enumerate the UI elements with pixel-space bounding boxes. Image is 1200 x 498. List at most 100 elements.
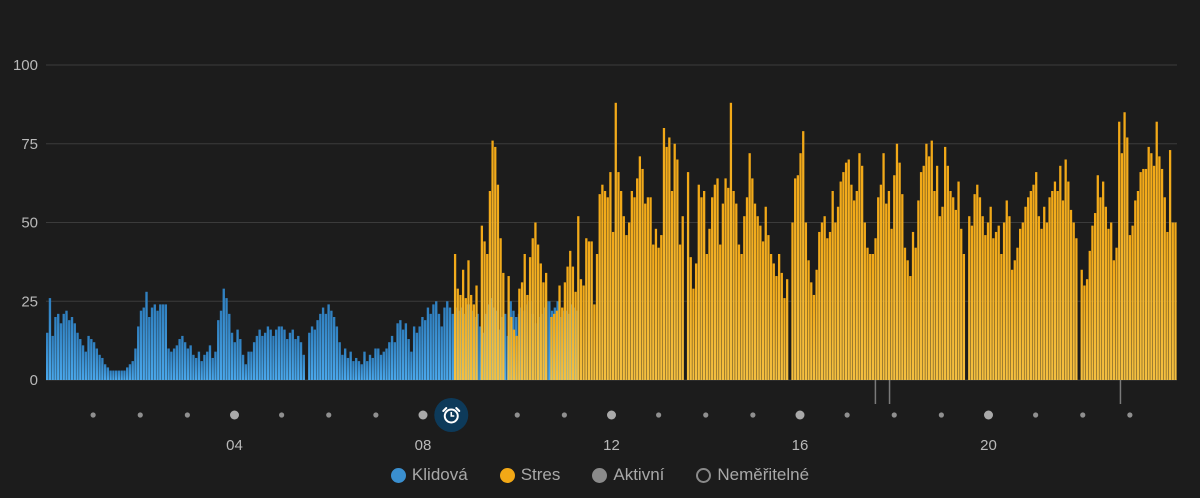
bar-stress-86 xyxy=(681,216,684,380)
bar-rest-157 xyxy=(479,326,482,380)
bar-rest-114 xyxy=(360,364,363,380)
bar-stress-239 xyxy=(1091,225,1094,380)
bar-stress-206 xyxy=(1002,222,1006,380)
bar-rest-13 xyxy=(81,345,85,380)
bar-stress-183 xyxy=(941,206,944,380)
x-tick-label-08: 08 xyxy=(415,437,432,454)
bar-stress-6 xyxy=(467,260,470,380)
stress-swatch-icon xyxy=(499,467,515,483)
bar-stress-268 xyxy=(1168,150,1172,380)
bar-stress-136 xyxy=(815,269,818,380)
bar-rest-75 xyxy=(252,342,256,380)
bar-rest-121 xyxy=(379,354,383,380)
bar-stress-104 xyxy=(729,102,733,381)
bar-stress-53 xyxy=(593,304,596,380)
bar-rest-125 xyxy=(390,335,394,380)
bar-stress-133 xyxy=(807,260,810,380)
bar-stress-79 xyxy=(662,128,666,380)
bar-stress-202 xyxy=(992,238,995,380)
bar-stress-19 xyxy=(502,272,505,380)
bar-stress-98 xyxy=(713,184,716,380)
bar-rest-11 xyxy=(76,332,79,380)
bar-stress-172 xyxy=(911,231,915,380)
bar-rest-36 xyxy=(145,291,148,380)
bar-stress-21 xyxy=(507,276,510,380)
bar-stress-75 xyxy=(652,244,655,380)
bar-stress-76 xyxy=(654,228,658,380)
bar-stress-123 xyxy=(780,272,783,380)
bar-stress-213 xyxy=(1021,222,1024,380)
bar-rest-133 xyxy=(412,326,416,380)
activity-dot-5 xyxy=(279,412,285,418)
bar-stress-176 xyxy=(922,165,925,380)
bar-stress-182 xyxy=(938,216,941,380)
bar-stress-74 xyxy=(649,197,652,380)
bar-rest-15 xyxy=(87,335,90,380)
bar-stress-138 xyxy=(820,222,824,380)
bar-stress-264 xyxy=(1158,156,1161,380)
bar-stress-38 xyxy=(553,313,556,380)
bar-rest-192 xyxy=(575,310,579,380)
bar-rest-32 xyxy=(134,348,137,380)
bar-rest-135 xyxy=(418,326,421,380)
bar-rest-43 xyxy=(164,304,167,380)
bar-stress-43 xyxy=(566,266,569,380)
bar-rest-8 xyxy=(68,320,71,380)
legend-item-unmeasurable[interactable]: Neměřitelné xyxy=(696,465,809,485)
bar-rest-74 xyxy=(250,351,253,380)
bar-stress-117 xyxy=(764,206,767,380)
bar-stress-56 xyxy=(601,184,604,380)
bar-stress-188 xyxy=(954,209,958,380)
bar-stress-67 xyxy=(630,191,633,380)
bar-rest-39 xyxy=(153,304,156,380)
legend-item-rest[interactable]: Klidová xyxy=(390,465,468,485)
bar-stress-58 xyxy=(606,197,609,380)
bar-rest-116 xyxy=(366,361,369,380)
activity-dot-19 xyxy=(938,412,944,418)
bar-stress-200 xyxy=(986,222,990,380)
activity-dot-3 xyxy=(184,412,190,418)
bar-rest-79 xyxy=(263,332,267,380)
bar-stress-203 xyxy=(994,231,998,380)
bar-stress-72 xyxy=(644,203,647,380)
legend-item-active[interactable]: Aktivní xyxy=(592,465,664,485)
bar-rest-98 xyxy=(316,320,319,380)
bar-stress-258 xyxy=(1142,168,1145,380)
bar-rest-5 xyxy=(59,323,63,380)
bar-rest-31 xyxy=(131,361,134,380)
bar-stress-22 xyxy=(510,317,513,380)
bar-stress-170 xyxy=(906,260,909,380)
bar-rest-145 xyxy=(446,301,449,380)
unmeasurable-swatch-icon xyxy=(696,467,712,483)
activity-dot-23 xyxy=(1127,412,1133,418)
bar-stress-179 xyxy=(930,140,933,380)
bar-stress-49 xyxy=(582,285,585,380)
bar-stress-225 xyxy=(1053,181,1057,380)
bar-stress-96 xyxy=(708,228,711,380)
bar-stress-250 xyxy=(1120,153,1124,380)
bar-stress-257 xyxy=(1139,172,1142,380)
alarm-clock-icon xyxy=(443,408,459,424)
bar-rest-103 xyxy=(330,310,333,380)
bar-stress-92 xyxy=(697,184,700,380)
bar-stress-174 xyxy=(917,200,920,380)
bar-stress-23 xyxy=(512,329,516,380)
bar-stress-146 xyxy=(842,172,845,380)
bar-stress-178 xyxy=(927,156,931,380)
bar-stress-248 xyxy=(1115,247,1118,380)
bar-stress-147 xyxy=(844,162,848,380)
bar-stress-103 xyxy=(727,187,730,380)
bar-stress-34 xyxy=(542,282,545,380)
bar-stress-82 xyxy=(670,191,674,380)
bar-stress-221 xyxy=(1043,206,1046,380)
activity-dot-12 xyxy=(607,410,616,420)
legend-item-stress[interactable]: Stres xyxy=(499,465,560,485)
bar-stress-95 xyxy=(705,254,708,380)
bar-stress-157 xyxy=(871,254,874,380)
bar-stress-81 xyxy=(668,137,671,380)
bar-rest-92 xyxy=(299,342,303,380)
bar-stress-28 xyxy=(526,294,529,380)
bar-stress-66 xyxy=(628,222,631,380)
bar-stress-62 xyxy=(617,172,620,380)
bar-stress-246 xyxy=(1110,222,1113,380)
